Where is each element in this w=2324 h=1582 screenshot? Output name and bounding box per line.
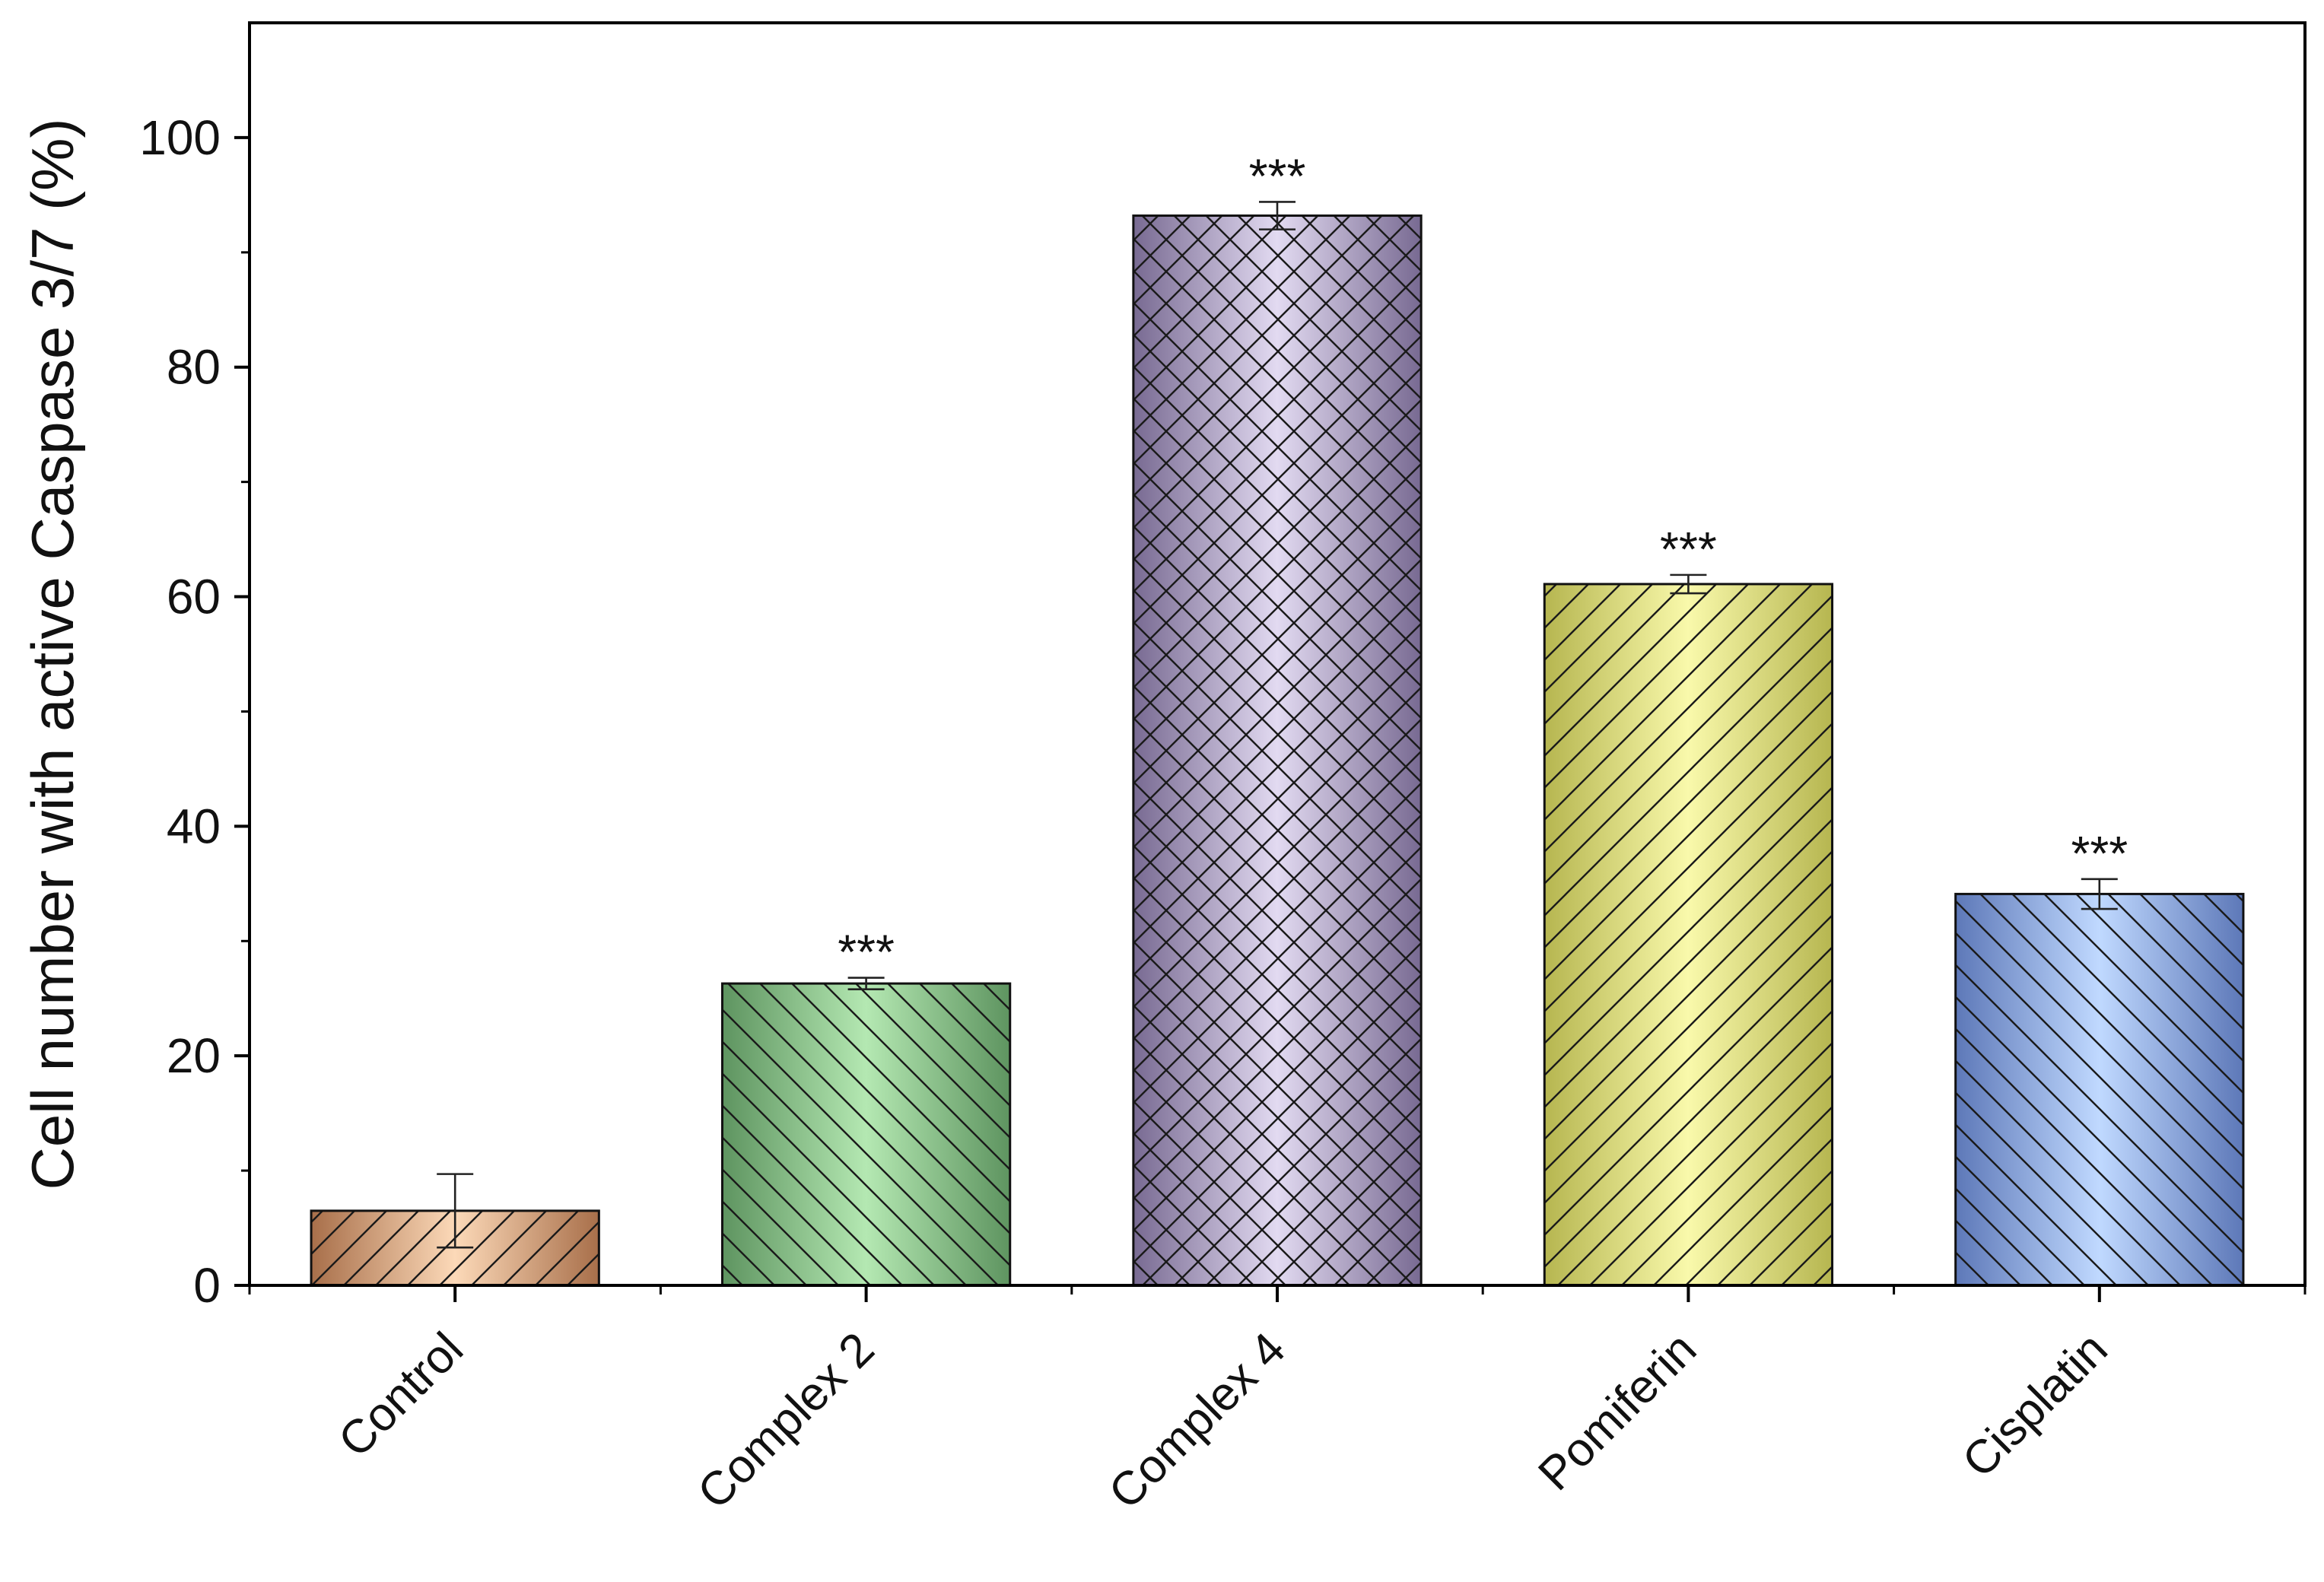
significance-label-cisplatin: *** (2071, 826, 2128, 881)
error-bar-pomiferin (1670, 573, 1707, 595)
significance-labels-layer: *** *** *** *** (838, 148, 2128, 979)
x-tick-label: Cisplatin (1953, 1323, 2118, 1488)
y-tick-label: 40 (167, 799, 221, 853)
x-tick-label: Complex 4 (1099, 1323, 1296, 1519)
error-bar-complex-4 (1259, 201, 1296, 230)
y-tick-label: 80 (167, 340, 221, 395)
bar-hatch-complex-4 (1132, 214, 1423, 1287)
y-tick-label: 60 (167, 570, 221, 624)
bar-pomiferin (1543, 583, 1834, 1287)
x-axis: Control Complex 2 Complex 4 Pomiferin Cispla… (248, 1285, 2307, 1519)
significance-label-pomiferin: *** (1660, 522, 1717, 577)
error-bars-layer (437, 201, 2118, 1249)
x-tick-label: Pomiferin (1528, 1323, 1706, 1501)
x-tick-label: Complex 2 (688, 1323, 884, 1519)
error-bar-complex-2 (847, 977, 885, 990)
y-tick-label: 0 (193, 1258, 221, 1313)
bar-complex-4 (1132, 214, 1423, 1287)
bar-cisplatin (1954, 892, 2245, 1287)
y-tick-label: 100 (139, 110, 221, 165)
y-axis: 0 20 40 60 80 100 (139, 110, 250, 1313)
error-bar-cisplatin (2081, 878, 2118, 910)
bars-layer (310, 214, 2245, 1287)
bar-hatch-pomiferin (1543, 583, 1834, 1287)
significance-label-complex-4: *** (1249, 148, 1306, 203)
y-axis-title: Cell number with active Caspase 3/7 (%) (19, 119, 86, 1190)
error-bar-control (437, 1173, 474, 1249)
significance-label-complex-2: *** (838, 925, 895, 980)
bar-hatch-cisplatin (1954, 892, 2245, 1287)
y-tick-label: 20 (167, 1028, 221, 1083)
x-tick-label: Control (329, 1323, 473, 1467)
bar-hatch-complex-2 (720, 982, 1012, 1287)
bar-complex-2 (720, 982, 1012, 1287)
